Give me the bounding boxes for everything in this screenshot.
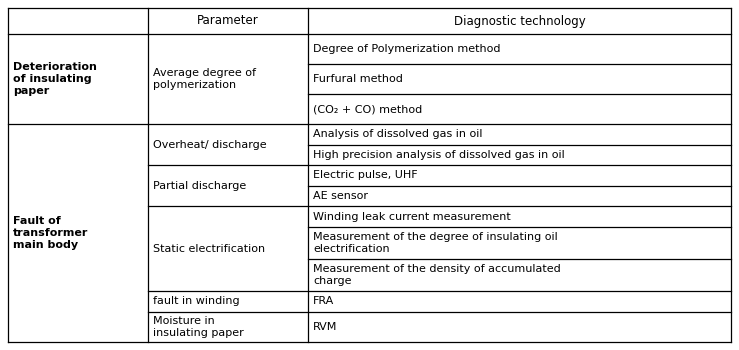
Text: Degree of Polymerization method: Degree of Polymerization method	[313, 44, 500, 54]
Text: Overheat/ discharge: Overheat/ discharge	[153, 140, 267, 149]
Text: Moisture in
insulating paper: Moisture in insulating paper	[153, 316, 244, 337]
Text: Fault of
transformer
main body: Fault of transformer main body	[13, 216, 89, 250]
Text: AE sensor: AE sensor	[313, 191, 368, 201]
Text: Parameter: Parameter	[197, 14, 259, 28]
Text: Measurement of the density of accumulated
charge: Measurement of the density of accumulate…	[313, 264, 561, 286]
Text: Measurement of the degree of insulating oil
electrification: Measurement of the degree of insulating …	[313, 232, 558, 254]
Text: Deterioration
of insulating
paper: Deterioration of insulating paper	[13, 62, 97, 96]
Text: Electric pulse, UHF: Electric pulse, UHF	[313, 170, 418, 181]
Text: Average degree of
polymerization: Average degree of polymerization	[153, 68, 256, 90]
Text: FRA: FRA	[313, 296, 334, 306]
Text: (CO₂ + CO) method: (CO₂ + CO) method	[313, 104, 422, 114]
Text: RVM: RVM	[313, 322, 338, 332]
Text: Static electrification: Static electrification	[153, 244, 265, 254]
Text: Diagnostic technology: Diagnostic technology	[454, 14, 585, 28]
Text: Winding leak current measurement: Winding leak current measurement	[313, 212, 511, 222]
Text: Furfural method: Furfural method	[313, 74, 403, 84]
Text: High precision analysis of dissolved gas in oil: High precision analysis of dissolved gas…	[313, 150, 565, 160]
Text: Partial discharge: Partial discharge	[153, 181, 246, 191]
Text: fault in winding: fault in winding	[153, 296, 239, 306]
Text: Analysis of dissolved gas in oil: Analysis of dissolved gas in oil	[313, 129, 483, 139]
